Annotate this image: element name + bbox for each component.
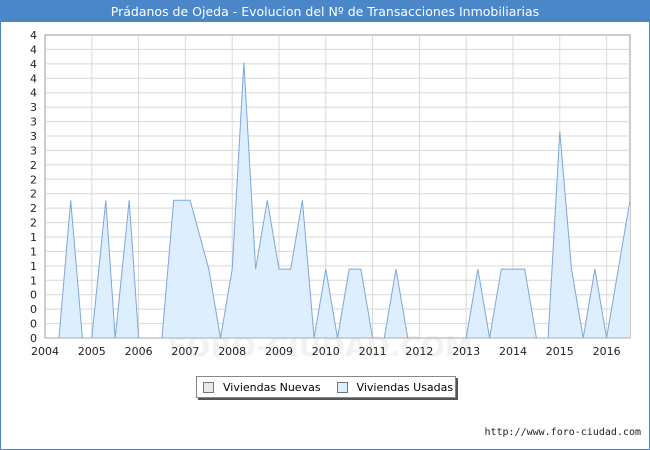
legend-label-usadas: Viviendas Usadas <box>356 380 454 394</box>
y-tick-label: 4 <box>30 58 37 71</box>
y-tick-label: 3 <box>30 116 37 129</box>
x-tick-label: 2005 <box>78 345 106 358</box>
legend-item-viviendas-usadas[interactable]: Viviendas Usadas <box>336 380 454 394</box>
x-tick-label: 2004 <box>31 345 59 358</box>
legend-swatch-nuevas <box>203 381 214 393</box>
chart-title: Prádanos de Ojeda - Evolucion del Nº de … <box>1 1 649 22</box>
legend-swatch-usadas <box>336 381 348 393</box>
source-link[interactable]: http://www.foro-ciudad.com <box>484 427 641 438</box>
series-layer <box>45 62 631 339</box>
x-tick-label: 2011 <box>359 345 387 358</box>
y-tick-label: 1 <box>30 231 37 244</box>
y-tick-label: 4 <box>30 43 37 56</box>
y-tick-label: 3 <box>30 101 37 114</box>
legend-label-nuevas: Viviendas Nuevas <box>223 380 321 394</box>
x-tick-label: 2013 <box>452 345 480 358</box>
y-tick-label: 2 <box>30 217 37 230</box>
legend-item-viviendas-nuevas[interactable]: Viviendas Nuevas <box>203 381 321 394</box>
y-tick-label: 2 <box>30 188 37 201</box>
y-tick-label: 1 <box>30 260 37 273</box>
x-tick-label: 2009 <box>265 345 293 358</box>
y-tick-label: 3 <box>30 144 37 157</box>
y-tick-label: 2 <box>30 202 37 215</box>
y-tick-label: 2 <box>30 173 37 186</box>
y-tick-label: 4 <box>30 72 37 85</box>
x-tick-label: 2006 <box>125 345 153 358</box>
x-tick-label: 2016 <box>593 345 621 358</box>
y-tick-label: 3 <box>30 130 37 143</box>
y-tick-label: 4 <box>30 29 37 42</box>
y-tick-label: 0 <box>30 332 37 345</box>
series-area-viviendas-usadas <box>45 62 630 338</box>
x-tick-labels: 2004 2005 2006 2007 2008 2009 2010 2011 2012 2013… <box>31 345 621 358</box>
x-tick-label: 2008 <box>218 345 246 358</box>
x-tick-label: 2010 <box>312 345 340 358</box>
x-tick-label: 2012 <box>405 345 433 358</box>
legend: Viviendas Nuevas Viviendas Usadas <box>196 376 456 398</box>
x-tick-label: 2015 <box>546 345 574 358</box>
y-tick-label: 1 <box>30 274 37 287</box>
y-tick-label: 2 <box>30 159 37 172</box>
x-tick-label: 2014 <box>499 345 527 358</box>
x-tick-label: 2007 <box>171 345 199 358</box>
y-tick-label: 4 <box>30 87 37 100</box>
plot-area <box>44 34 631 339</box>
y-tick-label: 1 <box>30 245 37 258</box>
y-tick-label: 0 <box>30 318 37 331</box>
y-tick-label: 0 <box>30 303 37 316</box>
y-tick-label: 0 <box>30 289 37 302</box>
